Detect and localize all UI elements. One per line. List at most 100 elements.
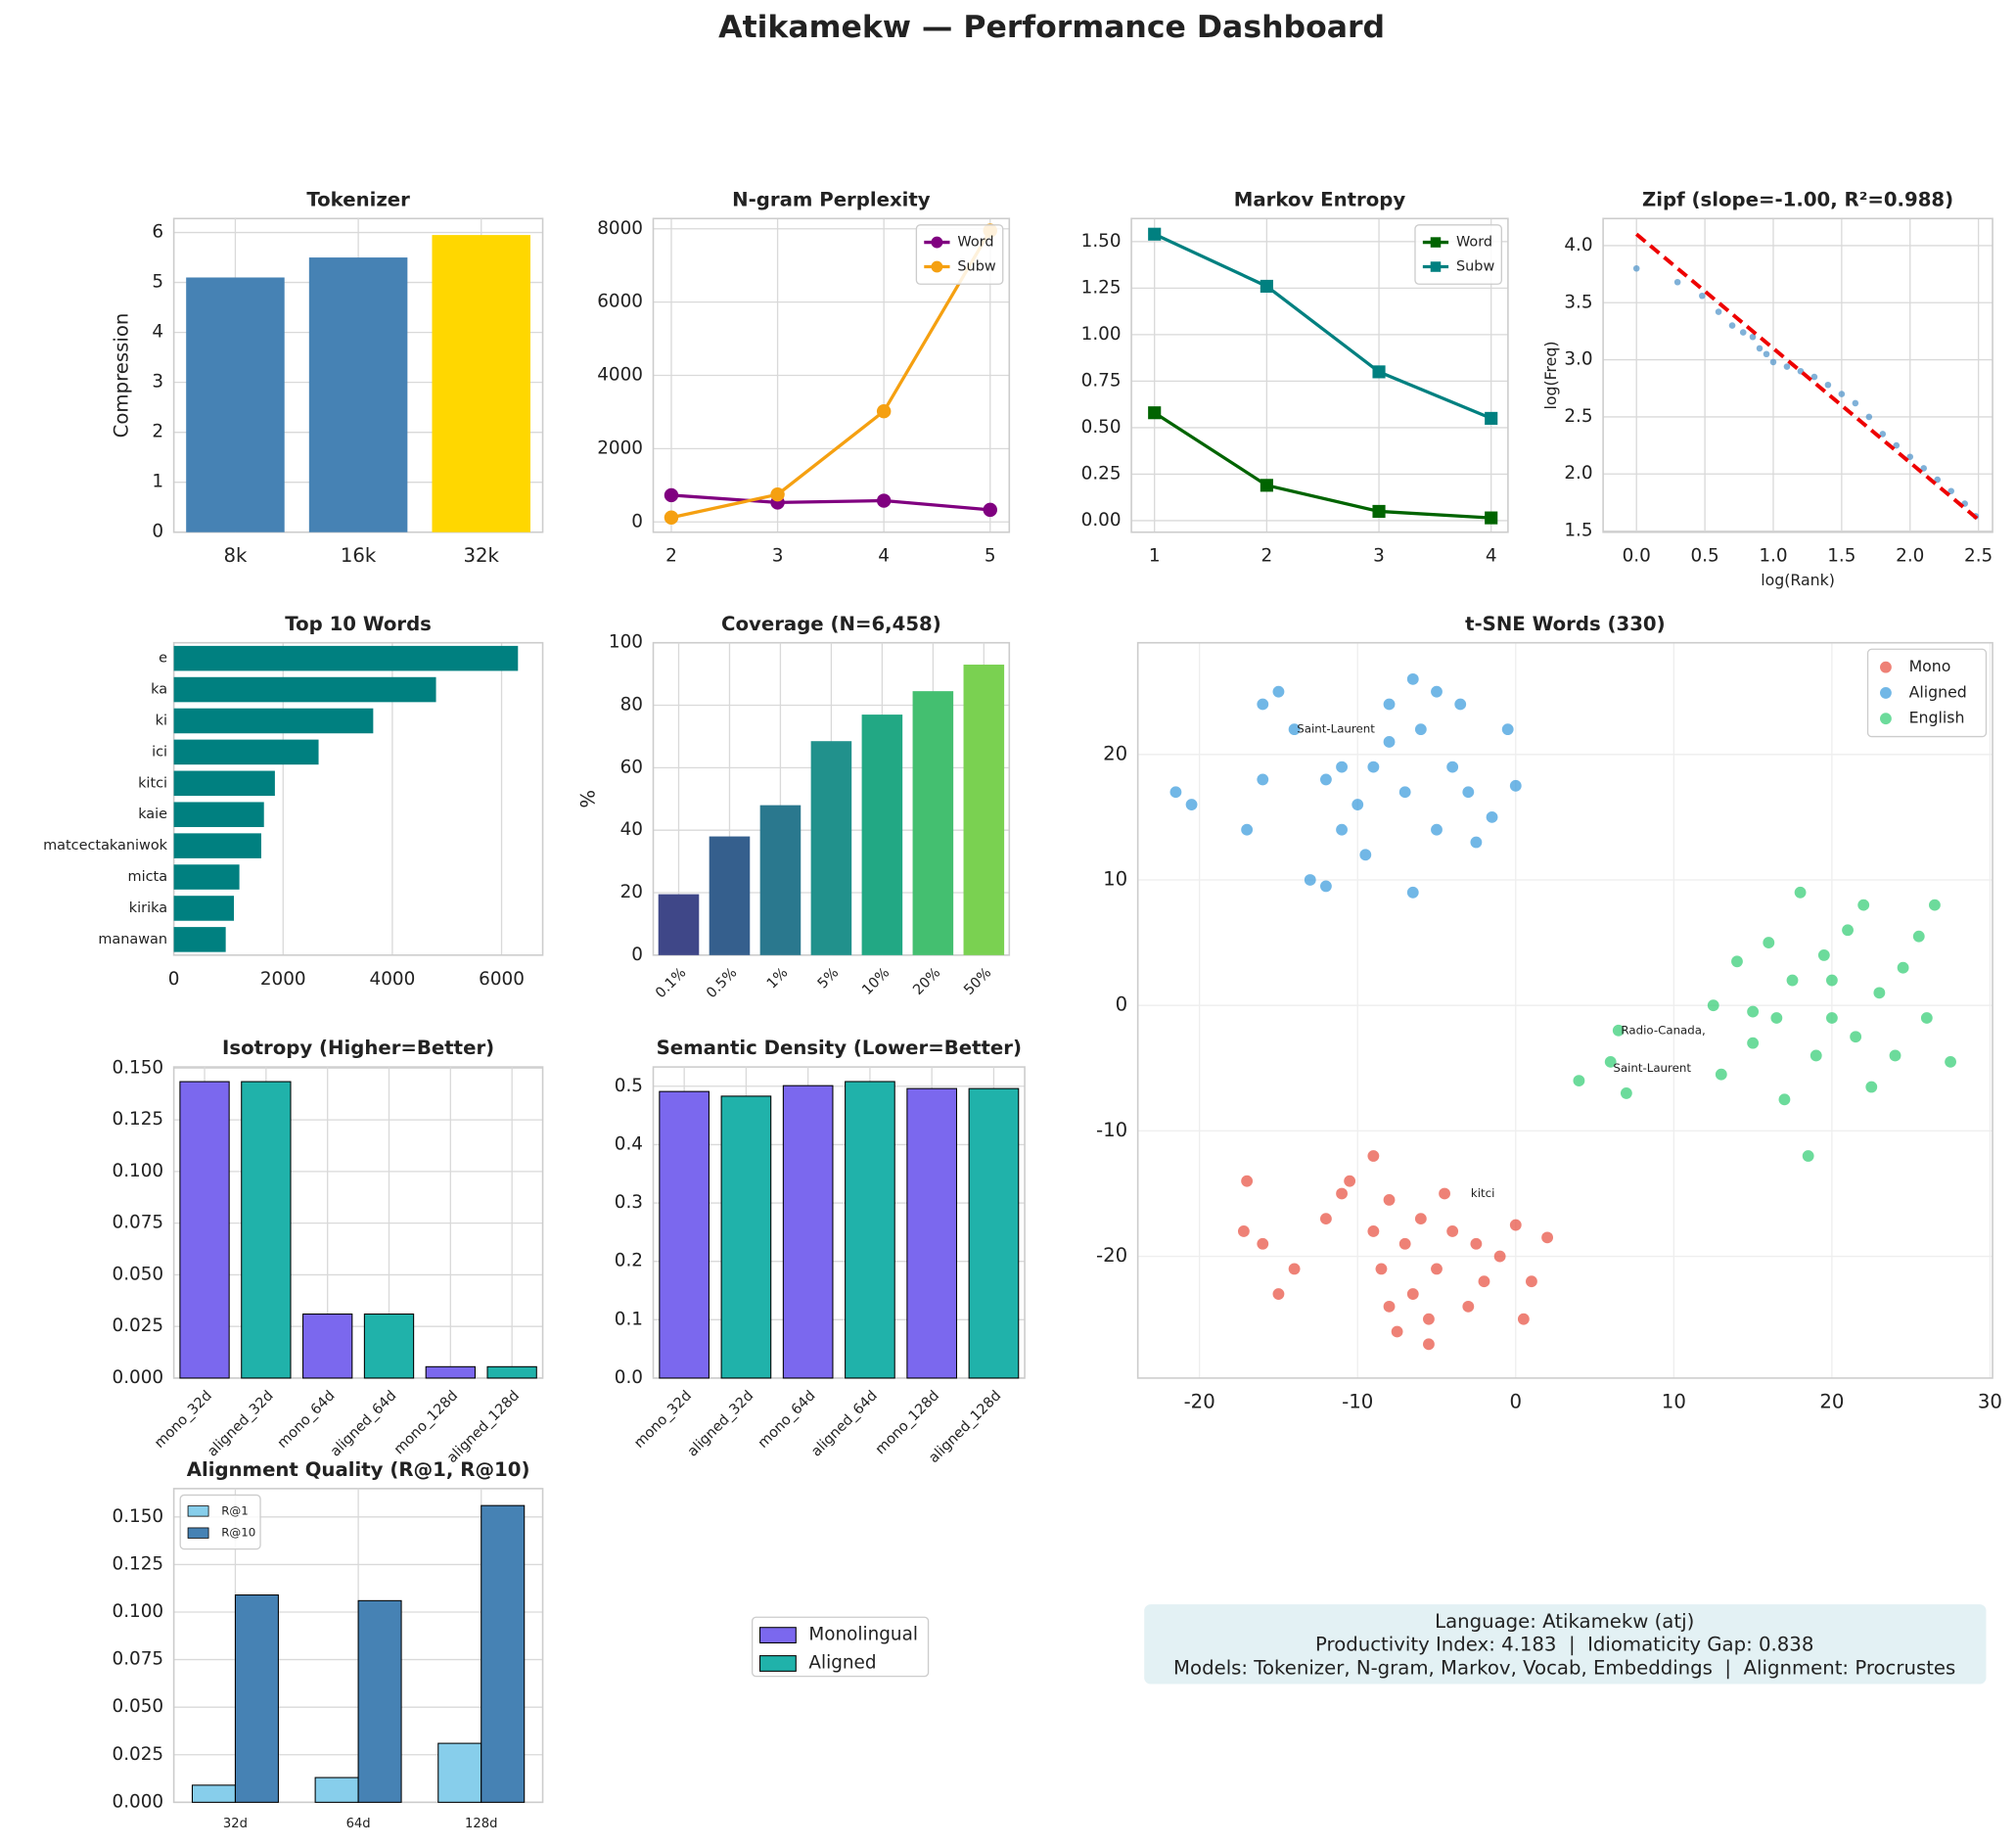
bar xyxy=(173,770,275,797)
x-tick-label: mono_64d xyxy=(275,1388,339,1452)
legend-label: Word xyxy=(1456,235,1492,251)
bar xyxy=(709,836,751,955)
point xyxy=(1786,974,1799,987)
y-tick-label: 2000 xyxy=(597,438,643,458)
point xyxy=(1288,1263,1301,1275)
x-tick-label: mono_32d xyxy=(152,1388,215,1452)
bar xyxy=(191,1784,236,1803)
bar xyxy=(861,715,903,955)
point xyxy=(1865,413,1873,421)
y-tick-label: -10 xyxy=(1096,1119,1127,1141)
bar xyxy=(173,645,519,671)
y-tick-label: 0.075 xyxy=(113,1649,164,1670)
point xyxy=(1501,723,1514,736)
y-tick-label: 1.50 xyxy=(1081,231,1122,252)
y-tick-label: 2.0 xyxy=(1564,463,1592,484)
point xyxy=(1509,1219,1522,1231)
legend-swatch xyxy=(187,1527,209,1539)
x-tick-label: 0.5 xyxy=(1690,546,1718,567)
bar xyxy=(425,1365,476,1379)
bar xyxy=(302,1313,353,1379)
y-tick-label: 0.025 xyxy=(113,1315,164,1336)
y-tick-label: 1.00 xyxy=(1081,324,1122,345)
point xyxy=(1906,453,1914,461)
point xyxy=(1769,358,1777,366)
y-tick-label: 0.075 xyxy=(113,1213,164,1233)
point xyxy=(1879,431,1887,438)
y-tick-label: e xyxy=(159,651,167,667)
point xyxy=(1446,761,1459,773)
marker xyxy=(1260,279,1273,294)
x-tick-label: mono_64d xyxy=(756,1388,819,1452)
bar xyxy=(810,741,852,955)
marker xyxy=(876,493,892,508)
chart-title: Tokenizer xyxy=(306,188,410,210)
x-tick-label: 1 xyxy=(1149,546,1161,567)
info-line: Language: Atikamekw (atj) xyxy=(1435,1610,1694,1633)
x-tick-label: -20 xyxy=(1184,1390,1215,1412)
point xyxy=(1604,1055,1617,1068)
legend-label: Aligned xyxy=(808,1653,876,1674)
x-tick-label: 3 xyxy=(772,546,784,567)
line xyxy=(1154,232,1492,420)
y-tick-label: 0 xyxy=(631,945,643,965)
point xyxy=(1731,955,1743,968)
point xyxy=(1257,1237,1269,1250)
point xyxy=(1920,1012,1933,1024)
point xyxy=(1947,487,1954,495)
x-tick-label: 5% xyxy=(815,965,843,992)
y-tick-label: 6 xyxy=(152,222,163,243)
y-tick-label: 0.0 xyxy=(615,1367,643,1388)
fit-line xyxy=(1634,232,1980,522)
point xyxy=(1810,373,1818,381)
x-tick-label: 128d xyxy=(465,1817,497,1831)
x-tick-label: 0.5% xyxy=(704,965,740,1001)
x-tick-label: 0 xyxy=(1510,1390,1523,1412)
x-tick-label: 4 xyxy=(878,546,890,567)
marker xyxy=(1148,406,1162,420)
point xyxy=(1889,1049,1901,1062)
legend-marker xyxy=(1880,661,1892,673)
point xyxy=(1770,1012,1783,1024)
marker xyxy=(664,487,679,503)
info-line: Productivity Index: 4.183 | Idiomaticity… xyxy=(1315,1634,1813,1656)
y-tick-label: 0.000 xyxy=(113,1791,164,1812)
y-tick-label: 1.25 xyxy=(1081,277,1122,298)
x-tick-label: 20% xyxy=(910,965,943,998)
y-tick-label: 0.1 xyxy=(615,1309,643,1329)
bar xyxy=(782,1085,834,1379)
x-tick-label: -10 xyxy=(1342,1390,1373,1412)
point xyxy=(1359,849,1372,861)
marker xyxy=(983,502,997,518)
y-tick-label: 0.100 xyxy=(113,1601,164,1622)
y-tick-label: 3.0 xyxy=(1564,349,1592,370)
point xyxy=(1728,322,1736,329)
y-tick-label: ki xyxy=(156,713,167,728)
x-tick-label: 64d xyxy=(346,1817,371,1831)
x-tick-label: 0.1% xyxy=(653,965,689,1001)
marker xyxy=(1372,365,1386,379)
bar xyxy=(481,1504,526,1803)
legend-label: Mono xyxy=(1909,657,1951,675)
point xyxy=(1620,1087,1632,1099)
point xyxy=(1257,773,1269,786)
point xyxy=(1272,685,1285,698)
y-axis-label: Compression xyxy=(111,313,133,438)
point xyxy=(1431,823,1443,836)
y-tick-label: 1.5 xyxy=(1564,521,1592,541)
point xyxy=(1810,1049,1822,1062)
line xyxy=(670,229,992,520)
marker xyxy=(1485,511,1498,525)
point xyxy=(1945,1055,1956,1068)
point xyxy=(1319,773,1332,786)
y-tick-label: 1 xyxy=(152,472,163,492)
x-tick-label: 16k xyxy=(341,544,377,567)
bar xyxy=(906,1087,958,1379)
point xyxy=(1673,278,1681,286)
point xyxy=(1541,1231,1554,1244)
point xyxy=(1446,1225,1459,1237)
annotation: Radio-Canada, xyxy=(1621,1023,1705,1037)
y-tick-label: 0.000 xyxy=(113,1367,164,1388)
x-tick-label: 6000 xyxy=(479,969,525,990)
line xyxy=(670,493,990,512)
